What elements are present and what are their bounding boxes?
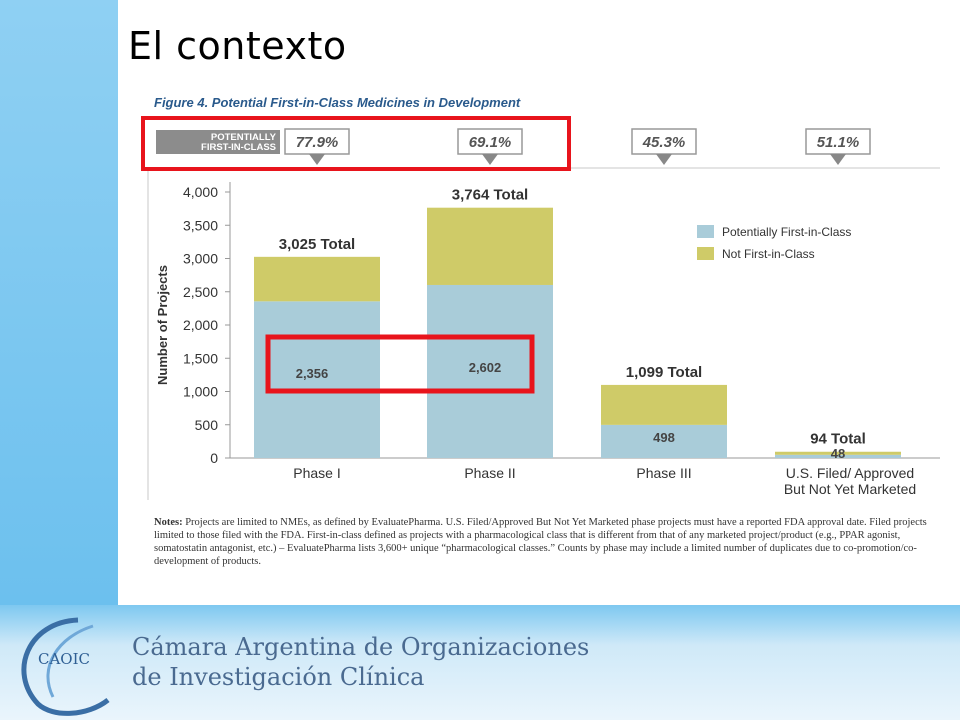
- percent-callout-pointer: [656, 154, 672, 165]
- org-name-line1: Cámara Argentina de Organizaciones: [132, 633, 590, 661]
- bar-segment-label: 498: [653, 430, 675, 445]
- x-category-label: Phase III: [636, 465, 691, 481]
- legend-label: Potentially First-in-Class: [722, 225, 851, 239]
- callout-label-text: FIRST-IN-CLASS: [201, 142, 276, 153]
- percent-callout-label: 69.1%: [469, 134, 512, 151]
- legend-label: Not First-in-Class: [722, 247, 815, 261]
- notes-label: Notes:: [154, 517, 183, 528]
- y-tick-label: 0: [210, 450, 218, 466]
- left-accent-bar: [0, 0, 118, 605]
- bar-segment-label: 48: [831, 446, 845, 461]
- bar-total-label: 94 Total: [810, 431, 866, 448]
- y-tick-label: 1,000: [183, 384, 218, 400]
- bar-segment-label: 2,602: [469, 360, 502, 375]
- x-category-label: U.S. Filed/ Approved: [786, 465, 914, 481]
- percent-callout-box: [631, 128, 697, 155]
- percent-callout-label: 45.3%: [642, 134, 686, 151]
- highlight-box-percentages: [141, 116, 571, 171]
- bar-segment-label: 2,356: [296, 366, 329, 381]
- percent-callout-pointer: [830, 154, 846, 165]
- percent-callout-pointer: [482, 154, 498, 165]
- percent-callout-box: [457, 128, 523, 155]
- y-tick-label: 2,000: [183, 317, 218, 333]
- org-name-line2: de Investigación Clínica: [132, 663, 425, 691]
- y-tick-label: 3,500: [183, 217, 218, 233]
- highlight-box-values: [265, 334, 535, 394]
- bar-first-in-class: [254, 301, 380, 458]
- legend-swatch: [697, 247, 714, 260]
- chart-notes: Notes: Projects are limited to NMEs, as …: [154, 516, 934, 568]
- y-tick-label: 3,000: [183, 251, 218, 267]
- bar-not-first-in-class: [254, 256, 380, 302]
- y-axis-label: Number of Projects: [155, 265, 170, 385]
- bar-not-first-in-class: [775, 451, 901, 455]
- bar-total-label: 3,764 Total: [452, 187, 528, 204]
- bar-total-label: 3,025 Total: [279, 236, 355, 253]
- percent-callout-box: [284, 128, 350, 155]
- y-tick-label: 1,500: [183, 350, 218, 366]
- figure-title: Figure 4. Potential First-in-Class Medic…: [154, 95, 521, 110]
- bar-not-first-in-class: [601, 384, 727, 425]
- x-category-label: Phase I: [293, 465, 340, 481]
- percent-callout-label: 77.9%: [296, 134, 339, 151]
- x-category-label: But Not Yet Marketed: [784, 481, 916, 497]
- y-tick-label: 4,000: [183, 184, 218, 200]
- bar-not-first-in-class: [427, 207, 553, 285]
- y-tick-label: 500: [195, 417, 219, 433]
- notes-text: Projects are limited to NMEs, as defined…: [154, 517, 927, 567]
- bar-first-in-class: [775, 454, 901, 458]
- slide-title: El contexto: [128, 24, 347, 68]
- logo-text: CAOIC: [38, 650, 90, 668]
- legend-swatch: [697, 225, 714, 238]
- organization-name: Cámara Argentina de Organizaciones de In…: [132, 632, 589, 692]
- callout-label-text: POTENTIALLY: [211, 132, 277, 143]
- x-category-label: Phase II: [464, 465, 515, 481]
- bar-total-label: 1,099 Total: [626, 364, 702, 381]
- caoic-logo: CAOIC: [21, 617, 110, 716]
- footer-band: [0, 605, 960, 720]
- callout-label-tag: [156, 130, 280, 154]
- y-tick-label: 2,500: [183, 284, 218, 300]
- bar-first-in-class: [601, 424, 727, 458]
- percent-callout-label: 51.1%: [817, 134, 860, 151]
- percent-callout-pointer: [309, 154, 325, 165]
